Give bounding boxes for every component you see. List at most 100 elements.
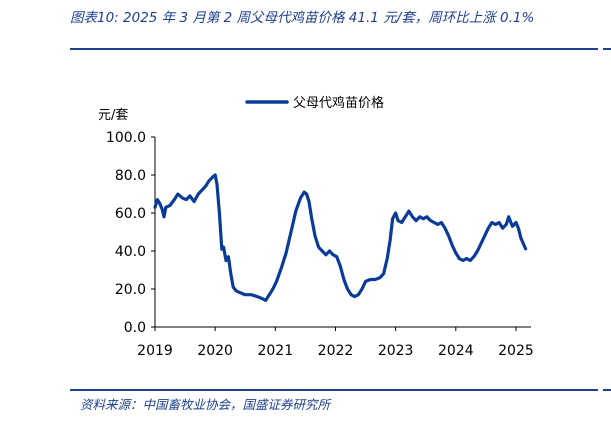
data-point <box>325 254 327 256</box>
data-point <box>227 256 229 258</box>
data-point <box>480 242 482 244</box>
data-point <box>218 212 220 214</box>
y-tick-label: 0.0 <box>124 320 146 336</box>
data-point <box>256 296 258 298</box>
data-point <box>321 250 323 252</box>
data-point <box>265 299 267 301</box>
data-point <box>201 189 203 191</box>
data-point <box>300 197 302 199</box>
data-point <box>426 216 428 218</box>
data-point <box>346 288 349 290</box>
data-point <box>221 248 223 250</box>
data-point <box>415 220 417 222</box>
data-point <box>511 225 513 227</box>
data-point <box>491 221 493 224</box>
chart-axes: 元/套 <box>98 107 531 328</box>
bottom-rule <box>70 389 598 391</box>
data-point <box>350 294 352 296</box>
legend-label: 父母代鸡苗价格 <box>293 95 384 111</box>
data-point <box>193 201 195 203</box>
data-point <box>225 259 227 262</box>
data-point <box>515 221 517 224</box>
data-point <box>306 193 308 195</box>
data-point <box>437 223 439 225</box>
data-point <box>268 294 270 296</box>
data-point <box>159 202 161 205</box>
data-point <box>261 297 263 300</box>
data-point <box>357 294 359 296</box>
data-point <box>295 210 297 212</box>
data-point <box>505 223 507 225</box>
data-point <box>462 259 464 262</box>
data-point <box>204 185 207 187</box>
data-point <box>404 216 406 218</box>
data-point <box>419 216 421 218</box>
data-point <box>487 227 489 229</box>
data-point <box>154 206 156 208</box>
data-point <box>473 256 475 258</box>
x-tick-label: 2023 <box>378 343 414 359</box>
data-point <box>318 246 320 248</box>
figure-caption: 图表10: 2025 年 3 月第 2 周父母代鸡苗价格 41.1 元/套，周环… <box>70 10 535 26</box>
data-point <box>397 220 399 222</box>
x-tick-label: 2024 <box>438 343 474 359</box>
data-point <box>365 280 367 282</box>
data-point <box>214 174 216 176</box>
y-tick-label: 60.0 <box>115 206 146 222</box>
data-point <box>235 290 237 292</box>
data-point <box>361 288 363 290</box>
top-rule <box>70 48 598 50</box>
data-point <box>448 235 450 237</box>
data-point <box>522 242 524 244</box>
chart-ticks: 0.0 20.0 40.0 60.0 80.0 100.0 2019 2020 2021 2022… <box>106 130 534 359</box>
data-point <box>498 221 500 224</box>
data-point <box>244 294 246 296</box>
data-point <box>328 250 331 252</box>
data-point <box>422 218 424 220</box>
x-tick-label: 2025 <box>498 343 534 359</box>
data-point <box>303 191 305 193</box>
data-point <box>250 294 252 296</box>
data-point <box>354 296 356 298</box>
data-point <box>156 199 158 201</box>
data-point <box>433 221 435 224</box>
data-point <box>314 235 316 237</box>
data-point <box>173 199 175 201</box>
data-point <box>197 193 199 195</box>
data-point <box>339 265 341 267</box>
data-point <box>469 259 471 262</box>
x-tick-label: 2021 <box>257 343 293 359</box>
data-point <box>272 288 274 290</box>
data-point <box>408 210 410 212</box>
data-point <box>216 183 218 186</box>
bottom-edge-mark <box>603 389 611 391</box>
data-point <box>429 220 432 222</box>
data-point <box>230 273 232 275</box>
data-point <box>208 180 210 182</box>
data-point <box>369 278 371 281</box>
data-point <box>290 231 292 233</box>
data-point <box>379 277 381 279</box>
data-point <box>232 286 234 288</box>
data-point <box>392 218 394 220</box>
y-axis-unit-label: 元/套 <box>98 107 128 123</box>
data-point <box>458 258 460 260</box>
chart-legend: 父母代鸡苗价格 <box>245 95 384 111</box>
data-point <box>476 250 479 252</box>
data-point <box>185 199 187 201</box>
data-point <box>332 254 334 256</box>
x-tick-label: 2022 <box>318 343 354 359</box>
data-point <box>239 292 241 294</box>
series-line <box>153 173 528 302</box>
data-point <box>161 208 163 210</box>
data-point <box>444 227 446 229</box>
data-point <box>386 258 388 260</box>
data-point <box>212 176 214 178</box>
y-tick-label: 20.0 <box>115 282 146 298</box>
source-note: 资料来源：中国畜牧业协会，国盛证券研究所 <box>80 397 331 412</box>
data-point <box>189 195 191 197</box>
data-point <box>520 237 522 239</box>
data-point <box>181 197 183 199</box>
data-point <box>374 278 376 281</box>
data-point <box>466 258 468 260</box>
